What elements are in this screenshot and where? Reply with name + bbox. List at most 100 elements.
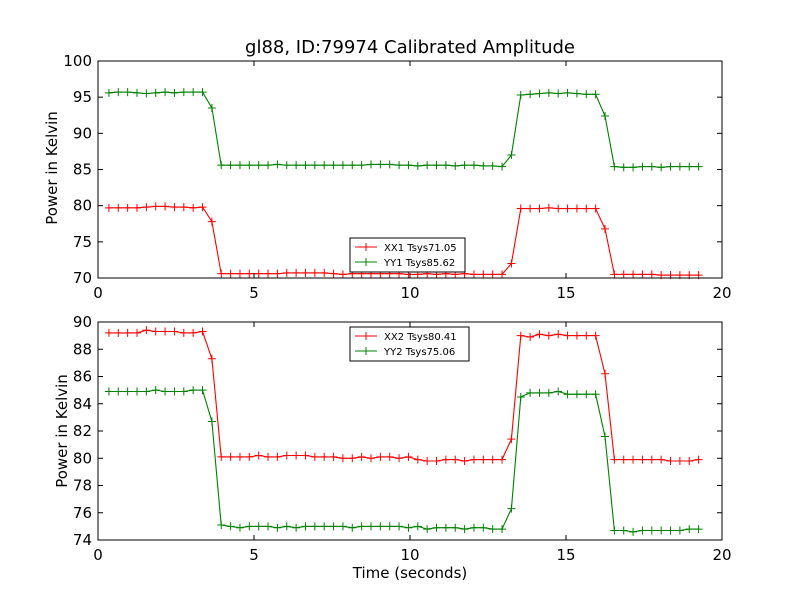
series-0-1-point xyxy=(133,88,141,97)
series-1-0-point xyxy=(657,455,666,464)
series-1-1-point xyxy=(395,522,404,531)
series-0-1-point xyxy=(591,90,600,99)
series-0-0-point xyxy=(133,203,141,212)
series-0-1-point xyxy=(675,162,684,171)
series-0-0-point xyxy=(264,269,273,278)
series-1-0-point xyxy=(451,455,460,464)
series-0-0-point xyxy=(114,203,123,212)
legend-box-0 xyxy=(349,237,466,273)
x-axis-label: Time (seconds) xyxy=(352,564,468,582)
series-1-1-point xyxy=(666,526,675,535)
series-1-0-point xyxy=(104,328,113,337)
series-1-0-point xyxy=(535,330,544,339)
series-1-0-point xyxy=(638,455,647,464)
series-0-1-point xyxy=(104,88,113,97)
series-1-0-point xyxy=(179,328,188,337)
series-0-1-point xyxy=(207,104,216,113)
series-0-1-point xyxy=(301,161,310,170)
series-1-0-point xyxy=(526,332,535,341)
legend-marker-1-0 xyxy=(362,332,370,340)
series-1-1-point xyxy=(619,526,628,535)
series-1-0-point xyxy=(432,456,441,465)
series-1-0-point xyxy=(235,452,244,461)
series-0-1-point xyxy=(385,160,394,169)
y-tick-label-1-1: 76 xyxy=(73,504,92,522)
series-1-1-point xyxy=(498,525,507,534)
series-1-0-point xyxy=(273,452,282,461)
series-0-1-point xyxy=(329,161,338,170)
series-1-0-point xyxy=(413,455,422,464)
series-0-0-point xyxy=(498,270,507,279)
series-1-1-point xyxy=(376,522,385,531)
series-0-0-point xyxy=(170,203,179,212)
y-tick-label-0-1: 75 xyxy=(73,233,92,251)
series-0-0-point xyxy=(535,204,544,213)
series-1-1-point xyxy=(629,527,638,536)
series-1-0-point xyxy=(694,455,703,464)
series-1-1-point xyxy=(516,392,525,401)
series-0-0-point xyxy=(254,269,263,278)
series-1-1-point xyxy=(488,525,497,534)
series-0-0-point xyxy=(647,270,656,279)
series-0-1-point xyxy=(198,88,207,97)
series-0-1-point xyxy=(367,160,375,169)
series-1-0-point xyxy=(133,328,141,337)
series-1-0-line xyxy=(108,329,699,462)
series-0-1-point xyxy=(376,160,385,169)
y-tick-label-1-5: 84 xyxy=(73,395,92,413)
series-0-1-point xyxy=(535,89,544,98)
bottom-y-axis-label: Power in Kelvin xyxy=(53,374,71,488)
series-1-0-point xyxy=(441,455,450,464)
y-tick-label-1-2: 78 xyxy=(73,477,92,495)
series-0-0-point xyxy=(544,203,553,212)
series-1-0-point xyxy=(629,455,638,464)
legend-box-1 xyxy=(349,326,470,362)
series-1-1-point xyxy=(151,386,160,395)
series-0-0-point xyxy=(104,203,113,212)
series-0-1-point xyxy=(254,161,263,170)
legend-marker-0-0 xyxy=(362,243,370,251)
legend-label-1-1: YY2 Tsys75.06 xyxy=(383,347,455,358)
series-0-1-point xyxy=(310,161,319,170)
series-1-1-point xyxy=(310,522,319,531)
series-0-0-point xyxy=(629,270,638,279)
series-1-0-point xyxy=(189,328,198,337)
series-1-1-point xyxy=(460,525,469,534)
x-tick-label-1-1: 5 xyxy=(249,546,259,564)
legend-label-1-0: XX2 Tsys80.41 xyxy=(384,332,457,343)
series-0-1-point xyxy=(610,162,619,171)
series-1-0-point xyxy=(385,452,394,461)
series-1-0-point xyxy=(469,455,478,464)
x-tick-label-1-3: 15 xyxy=(556,546,575,564)
series-0-1-point xyxy=(516,90,525,99)
series-0-1-point xyxy=(694,162,703,171)
series-1-0-point xyxy=(376,452,385,461)
y-tick-label-1-4: 82 xyxy=(73,422,92,440)
series-1-1-point xyxy=(451,523,460,532)
series-0-1-point xyxy=(469,161,478,170)
series-1-0-point xyxy=(198,327,207,336)
y-tick-label-0-5: 95 xyxy=(73,88,92,106)
x-tick-label-1-0: 0 xyxy=(93,546,103,564)
series-0-1-point xyxy=(338,161,347,170)
legend-label-0-0: XX1 Tsys71.05 xyxy=(384,243,457,254)
top-y-axis-label: Power in Kelvin xyxy=(43,111,61,225)
series-1-1-point xyxy=(507,504,516,513)
series-0-1-point xyxy=(264,161,273,170)
series-0-0-point xyxy=(273,269,282,278)
series-0-1-point xyxy=(235,161,244,170)
series-0-0-point xyxy=(516,204,525,213)
series-1-0-point xyxy=(591,331,600,340)
y-tick-label-0-6: 100 xyxy=(63,52,92,70)
series-0-0-point xyxy=(292,268,301,277)
series-0-1-point xyxy=(123,88,132,97)
series-0-1-point xyxy=(666,162,675,171)
series-1-1-point xyxy=(320,522,329,531)
series-1-0-point xyxy=(479,455,488,464)
series-0-0-point xyxy=(320,268,329,277)
series-1-1-point xyxy=(469,523,478,532)
y-tick-label-1-3: 80 xyxy=(73,449,92,467)
series-1-1-point xyxy=(282,522,291,531)
series-0-1-point xyxy=(114,88,123,97)
series-1-1-point xyxy=(264,522,273,531)
